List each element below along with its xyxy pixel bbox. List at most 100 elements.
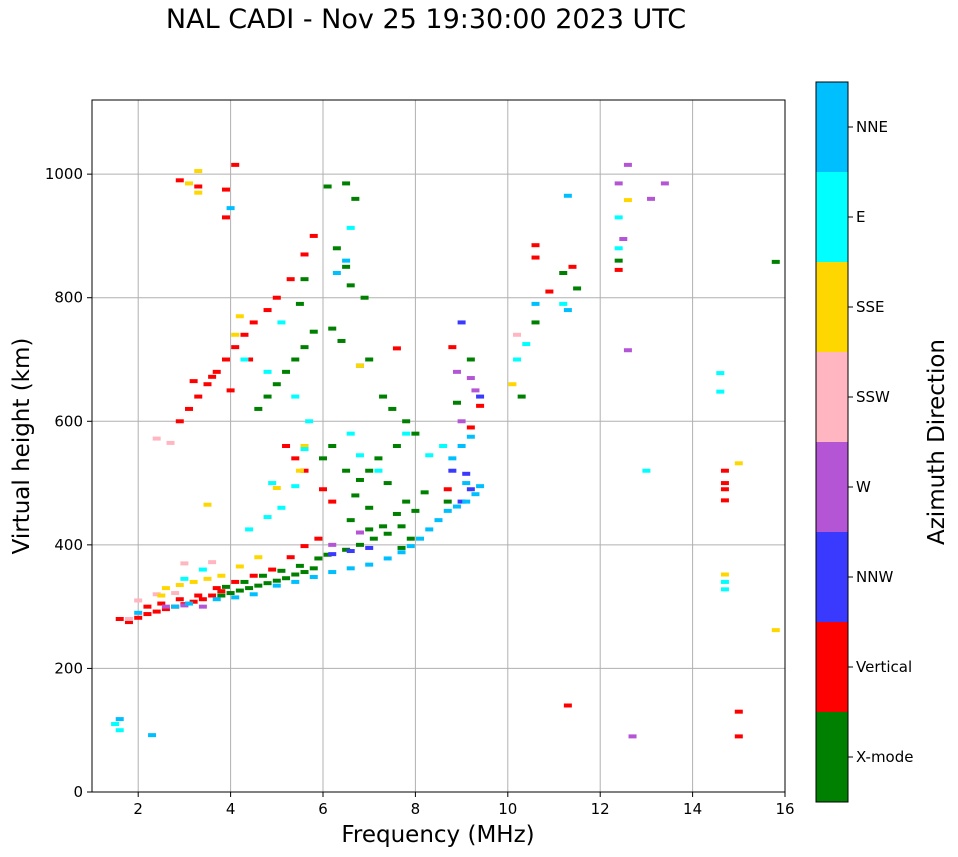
- data-point-e: [716, 371, 725, 376]
- data-point-vertical: [466, 425, 475, 430]
- data-point-x-mode: [365, 505, 374, 510]
- data-point-vertical: [443, 487, 452, 492]
- data-point-nne: [406, 544, 415, 549]
- data-point-w: [660, 181, 669, 186]
- data-point-sse: [720, 572, 729, 577]
- data-point-x-mode: [355, 477, 364, 482]
- data-point-vertical: [115, 617, 124, 621]
- data-point-x-mode: [531, 320, 540, 325]
- colorbar-segment-e: [816, 172, 848, 262]
- data-point-e: [720, 579, 729, 584]
- points-layer: [111, 162, 780, 739]
- data-point-vertical: [221, 187, 230, 192]
- colorbar-tick-label: E: [856, 208, 865, 226]
- y-tick-label: 600: [54, 412, 83, 430]
- data-point-vertical: [157, 601, 166, 606]
- data-point-sse: [235, 314, 244, 319]
- x-tick-label: 6: [318, 800, 328, 818]
- data-point-nne: [231, 595, 240, 600]
- data-point-vertical: [531, 243, 540, 248]
- data-point-vertical: [319, 487, 327, 492]
- data-point-x-mode: [282, 369, 291, 374]
- data-point-e: [291, 484, 300, 489]
- data-point-w: [355, 530, 364, 535]
- data-point-x-mode: [771, 259, 780, 264]
- data-point-nne: [443, 508, 452, 513]
- data-point-e: [346, 431, 355, 436]
- data-point-e: [425, 453, 434, 458]
- data-point-sse: [355, 363, 364, 368]
- data-point-nne: [434, 518, 443, 523]
- data-point-x-mode: [272, 382, 281, 387]
- x-tick-label: 8: [411, 800, 421, 818]
- data-point-x-mode: [309, 566, 318, 571]
- data-point-vertical: [300, 544, 309, 549]
- data-point-nne: [115, 717, 124, 722]
- data-point-x-mode: [397, 524, 406, 529]
- data-point-ssw: [180, 561, 189, 566]
- colorbar-tick-label: X-mode: [856, 748, 913, 766]
- data-point-vertical: [720, 481, 729, 486]
- data-point-e: [111, 722, 120, 727]
- data-point-x-mode: [295, 563, 304, 568]
- y-axis-label: Virtual height (km): [9, 338, 35, 555]
- data-point-x-mode: [365, 527, 374, 532]
- data-point-x-mode: [420, 490, 429, 495]
- data-point-x-mode: [258, 573, 267, 578]
- data-point-nne: [291, 579, 300, 584]
- x-tick-label: 10: [498, 800, 517, 818]
- data-point-sse: [194, 169, 203, 174]
- data-point-x-mode: [355, 542, 364, 547]
- data-point-vertical: [720, 487, 729, 492]
- data-point-x-mode: [559, 271, 568, 275]
- data-point-vertical: [531, 255, 540, 260]
- data-point-x-mode: [328, 444, 337, 448]
- data-point-w: [614, 181, 623, 186]
- data-point-vertical: [272, 295, 281, 300]
- data-point-e: [115, 728, 124, 733]
- data-point-vertical: [545, 289, 554, 294]
- colorbar-segment-sse: [816, 262, 848, 352]
- data-point-nne: [185, 601, 194, 606]
- data-point-ssw: [513, 332, 522, 337]
- data-point-x-mode: [342, 264, 351, 269]
- data-point-nne: [249, 592, 258, 597]
- data-point-sse: [734, 461, 743, 466]
- data-point-ssw: [124, 617, 133, 621]
- data-point-e: [180, 576, 189, 581]
- data-point-sse: [231, 332, 240, 337]
- colorbar-tick-label: NNW: [856, 568, 893, 586]
- plot-frame: [91, 99, 786, 793]
- data-point-sse: [217, 573, 226, 578]
- data-point-nnw: [466, 487, 475, 492]
- data-point-e: [642, 468, 651, 473]
- data-point-nne: [416, 536, 425, 541]
- data-point-nne: [171, 604, 180, 609]
- data-point-sse: [295, 468, 304, 473]
- data-point-sse: [161, 586, 170, 591]
- data-point-ssw: [152, 436, 161, 441]
- data-point-x-mode: [323, 184, 332, 189]
- data-point-e: [513, 357, 522, 362]
- grid-layer: [92, 100, 786, 793]
- data-point-e: [614, 246, 623, 251]
- data-point-w: [471, 388, 480, 393]
- data-point-nnw: [448, 468, 457, 473]
- data-point-x-mode: [379, 524, 388, 529]
- data-point-x-mode: [411, 508, 420, 513]
- data-point-vertical: [720, 498, 729, 503]
- data-point-w: [647, 196, 656, 201]
- data-point-x-mode: [300, 570, 309, 575]
- data-point-w: [457, 419, 466, 424]
- data-point-vertical: [309, 233, 318, 238]
- data-point-w: [198, 604, 207, 609]
- data-point-e: [263, 515, 272, 520]
- data-point-ssw: [152, 592, 161, 597]
- data-point-vertical: [286, 555, 295, 560]
- data-point-x-mode: [277, 568, 286, 573]
- colorbar-tick-label: SSW: [856, 388, 890, 406]
- colorbar: X-mode Vertical NNW W SSW SSE E NNE: [815, 81, 913, 803]
- data-point-vertical: [286, 277, 295, 282]
- data-point-e: [402, 431, 411, 436]
- data-point-vertical: [734, 709, 743, 714]
